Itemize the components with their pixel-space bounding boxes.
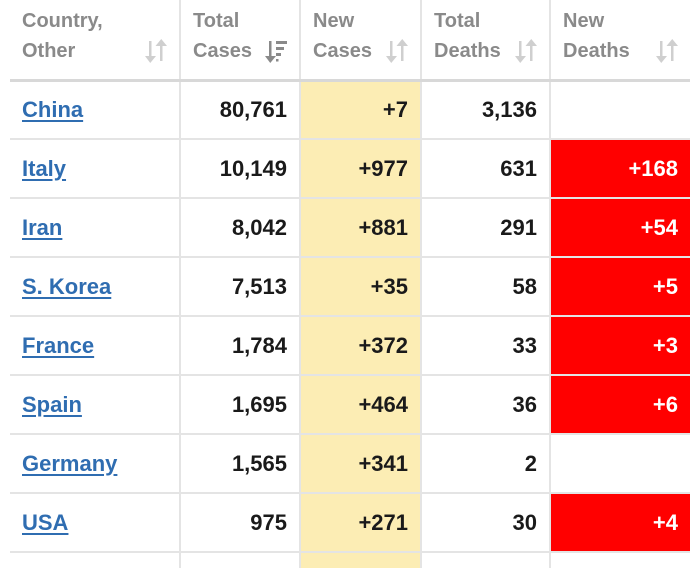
table-row: France 1,784 +372 33 +3 (10, 315, 690, 376)
total-cases-cell: 8,042 (179, 197, 301, 258)
total-cases-cell: 975 (179, 492, 301, 553)
header-new-cases[interactable]: New Cases (299, 0, 422, 82)
new-cases-cell: +881 (299, 197, 422, 258)
header-country-line2: Other (22, 40, 76, 62)
header-new-cases-line1: New (313, 10, 355, 32)
header-total-deaths[interactable]: Total Deaths (420, 0, 551, 82)
empty-cell (179, 551, 301, 568)
new-deaths-cell: +6 (549, 374, 690, 435)
total-deaths-cell: 2 (420, 433, 551, 494)
total-deaths-cell: 33 (420, 315, 551, 376)
new-cases-cell: +372 (299, 315, 422, 376)
empty-cell (549, 551, 690, 568)
header-country-line1: Country, (22, 10, 103, 32)
table-row: Germany 1,565 +341 2 (10, 433, 690, 494)
new-deaths-cell: +5 (549, 256, 690, 317)
sort-arrows-icon[interactable] (145, 38, 167, 64)
total-cases-cell: 7,513 (179, 256, 301, 317)
sort-arrows-icon[interactable] (656, 38, 678, 64)
header-row: Country, Other Total Cases (10, 0, 690, 82)
country-cell: Germany (10, 433, 181, 494)
coronavirus-stats-table: Country, Other Total Cases (10, 0, 690, 568)
country-cell: China (10, 79, 181, 140)
total-deaths-cell: 30 (420, 492, 551, 553)
new-cases-cell: +977 (299, 138, 422, 199)
header-total-deaths-line1: Total (434, 10, 481, 32)
new-deaths-cell (549, 79, 690, 140)
new-cases-cell: +341 (299, 433, 422, 494)
header-new-deaths-line2: Deaths (563, 40, 630, 62)
header-new-deaths[interactable]: New Deaths (549, 0, 690, 82)
total-cases-cell: 10,149 (179, 138, 301, 199)
country-link[interactable]: China (22, 96, 84, 122)
new-deaths-cell: +54 (549, 197, 690, 258)
header-new-cases-line2: Cases (313, 40, 372, 62)
country-link[interactable]: USA (22, 509, 69, 535)
country-cell: S. Korea (10, 256, 181, 317)
total-cases-cell: 80,761 (179, 79, 301, 140)
sort-arrows-icon[interactable] (515, 38, 537, 64)
new-cases-cell: +271 (299, 492, 422, 553)
header-total-cases-line2: Cases (193, 40, 252, 62)
country-link[interactable]: Spain (22, 391, 82, 417)
header-country[interactable]: Country, Other (10, 0, 181, 82)
country-cell: Italy (10, 138, 181, 199)
table-row: S. Korea 7,513 +35 58 +5 (10, 256, 690, 317)
total-deaths-cell: 631 (420, 138, 551, 199)
header-new-deaths-line1: New (563, 10, 605, 32)
country-link[interactable]: Iran (22, 214, 63, 240)
empty-cell (420, 551, 551, 568)
sort-arrows-icon[interactable] (386, 38, 408, 64)
table-row: Iran 8,042 +881 291 +54 (10, 197, 690, 258)
country-link[interactable]: Italy (22, 155, 67, 181)
total-cases-cell: 1,695 (179, 374, 301, 435)
table-row: China 80,761 +7 3,136 (10, 79, 690, 140)
new-cases-cell: +35 (299, 256, 422, 317)
new-deaths-cell: +168 (549, 138, 690, 199)
new-deaths-cell: +4 (549, 492, 690, 553)
country-link[interactable]: France (22, 332, 95, 358)
new-deaths-cell (549, 433, 690, 494)
sort-descending-icon[interactable] (265, 38, 287, 64)
empty-cell (10, 551, 181, 568)
total-cases-cell: 1,784 (179, 315, 301, 376)
table-row: Spain 1,695 +464 36 +6 (10, 374, 690, 435)
header-total-cases[interactable]: Total Cases (179, 0, 301, 82)
total-cases-cell: 1,565 (179, 433, 301, 494)
country-cell: France (10, 315, 181, 376)
new-deaths-cell: +3 (549, 315, 690, 376)
country-cell: Spain (10, 374, 181, 435)
total-deaths-cell: 58 (420, 256, 551, 317)
table-row-partial (10, 551, 690, 568)
country-cell: Iran (10, 197, 181, 258)
country-link[interactable]: S. Korea (22, 273, 112, 299)
total-deaths-cell: 3,136 (420, 79, 551, 140)
total-deaths-cell: 291 (420, 197, 551, 258)
table-row: USA 975 +271 30 +4 (10, 492, 690, 553)
country-cell: USA (10, 492, 181, 553)
new-cases-cell: +464 (299, 374, 422, 435)
country-link[interactable]: Germany (22, 450, 118, 476)
total-deaths-cell: 36 (420, 374, 551, 435)
empty-cell (299, 551, 422, 568)
new-cases-cell: +7 (299, 79, 422, 140)
header-total-cases-line1: Total (193, 10, 240, 32)
table-row: Italy 10,149 +977 631 +168 (10, 138, 690, 199)
header-total-deaths-line2: Deaths (434, 40, 501, 62)
